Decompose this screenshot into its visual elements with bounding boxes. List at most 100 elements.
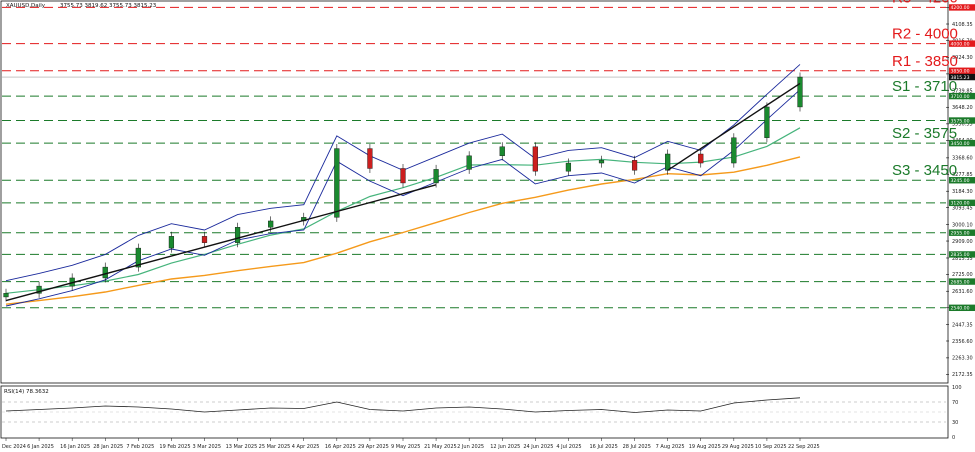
candle: [135, 243, 141, 272]
level-tag: 2685.00: [949, 278, 975, 285]
trendline-recent: [667, 82, 801, 171]
level-label: S1 - 3710: [892, 78, 957, 95]
price-tick-label: 3648.20: [952, 105, 973, 111]
candle: [731, 133, 737, 168]
candle: [532, 142, 538, 176]
price-tick-label: 2263.30: [952, 356, 973, 362]
candle-body: [631, 160, 638, 171]
date-tick-label: 25 Mar 2025: [259, 444, 291, 450]
candle: [433, 164, 439, 188]
date-tick-label: 2 Jun 2025: [457, 444, 484, 450]
candle: [334, 144, 340, 222]
date-tick-label: 23 Dec 2024: [0, 444, 26, 450]
level-tag-box: [949, 304, 975, 312]
level-tag-box: [949, 199, 975, 207]
rsi-tick-label: 100: [952, 385, 962, 391]
level-tag-box: [949, 251, 975, 258]
date-tick-label: 4 Jul 2025: [556, 444, 581, 450]
candle: [631, 155, 638, 175]
level-tag-text: 3710.00: [951, 94, 970, 100]
price-tick-label: 2725.00: [952, 272, 973, 278]
candle-body: [201, 236, 208, 243]
candle-body: [797, 76, 803, 108]
candle-body: [234, 227, 241, 243]
date-tick-label: 24 Jun 2025: [523, 444, 553, 450]
candle: [400, 163, 406, 188]
chart-symbol: XAUUSD,Daily: [6, 3, 46, 9]
candle-body: [764, 106, 770, 138]
price-tick-label: 3093.45: [952, 205, 973, 211]
last-price-tag: [949, 73, 975, 81]
level-tag-box: [949, 278, 975, 285]
level-tag: 4200.00: [949, 4, 975, 11]
level-tag: 4000.00: [949, 40, 975, 47]
price-tick-label: 3000.10: [952, 222, 973, 228]
candle: [698, 149, 704, 168]
candle: [499, 142, 505, 161]
level-tag-box: [949, 229, 975, 236]
level-tag: 2955.00: [949, 229, 975, 237]
level-tag-box: [949, 40, 975, 47]
candle: [565, 158, 572, 176]
candle-body: [268, 220, 274, 228]
last-price-text: 3815.23: [951, 75, 970, 81]
date-tick-label: 16 Apr 2025: [325, 444, 356, 450]
level-tag: 2835.00: [949, 251, 975, 258]
level-tag: 3850.00: [949, 67, 975, 75]
date-tick-label: 7 Feb 2025: [126, 444, 154, 450]
candle: [234, 222, 241, 248]
candle: [168, 231, 175, 253]
candle-body: [400, 168, 406, 184]
candle-body: [598, 160, 605, 164]
price-tick-label: 2172.35: [952, 372, 973, 378]
date-tick-label: 3 Mar 2025: [193, 444, 222, 450]
date-tick-label: 12 Jun 2025: [490, 444, 520, 450]
price-tick-label: 3556.55: [952, 122, 973, 128]
candle-body: [665, 153, 671, 171]
price-tick-label: 3739.85: [952, 88, 973, 94]
level-label: R2 - 4000: [892, 26, 958, 43]
price-pane: [0, 0, 949, 384]
level-label: S2 - 3575: [892, 125, 957, 142]
date-tick-label: 4 Apr 2025: [292, 444, 320, 450]
candle-body: [102, 266, 108, 279]
level-tag-box: [949, 4, 975, 11]
candle-body: [565, 162, 572, 172]
rsi-tick-label: 0: [952, 435, 955, 441]
level-tag-text: 2685.00: [951, 279, 970, 285]
candle-body: [367, 148, 373, 169]
price-tick-label: 2909.00: [952, 239, 973, 245]
level-tag-text: 4200.00: [951, 5, 970, 11]
candle: [201, 231, 208, 248]
date-tick-label: 9 May 2025: [391, 444, 420, 450]
date-tick-label: 10 Sep 2025: [755, 444, 787, 450]
candle: [598, 155, 605, 168]
price-tick-label: 2815.35: [952, 256, 973, 262]
date-tick-label: 19 Aug 2025: [689, 444, 721, 450]
date-tick-label: 29 Aug 2025: [722, 444, 754, 450]
price-tick-label: 2356.60: [952, 339, 973, 345]
date-tick-label: 13 Mar 2025: [226, 444, 258, 450]
level-tag-text: 3245.00: [951, 178, 970, 184]
level-tag-box: [949, 117, 975, 124]
price-tick-label: 3277.85: [952, 172, 973, 178]
candle: [764, 102, 770, 143]
level-label: R1 - 3850: [892, 53, 958, 70]
price-tick-label: 2447.35: [952, 322, 973, 328]
date-tick-label: 16 Jan 2025: [60, 444, 90, 450]
level-label: R3 - 4200: [892, 0, 958, 6]
rsi-pane: [0, 385, 949, 439]
level-tag: 3710.00: [949, 92, 975, 100]
level-tag-box: [949, 67, 975, 74]
candle: [3, 288, 9, 302]
level-tag-box: [949, 92, 975, 100]
date-tick-label: 19 Feb 2025: [159, 444, 190, 450]
date-tick-label: 22 Sep 2025: [788, 444, 820, 450]
candle-body: [135, 247, 141, 268]
candle-body: [433, 169, 439, 184]
candle-body: [36, 285, 42, 294]
candle-body: [466, 155, 472, 170]
candle: [367, 144, 373, 173]
